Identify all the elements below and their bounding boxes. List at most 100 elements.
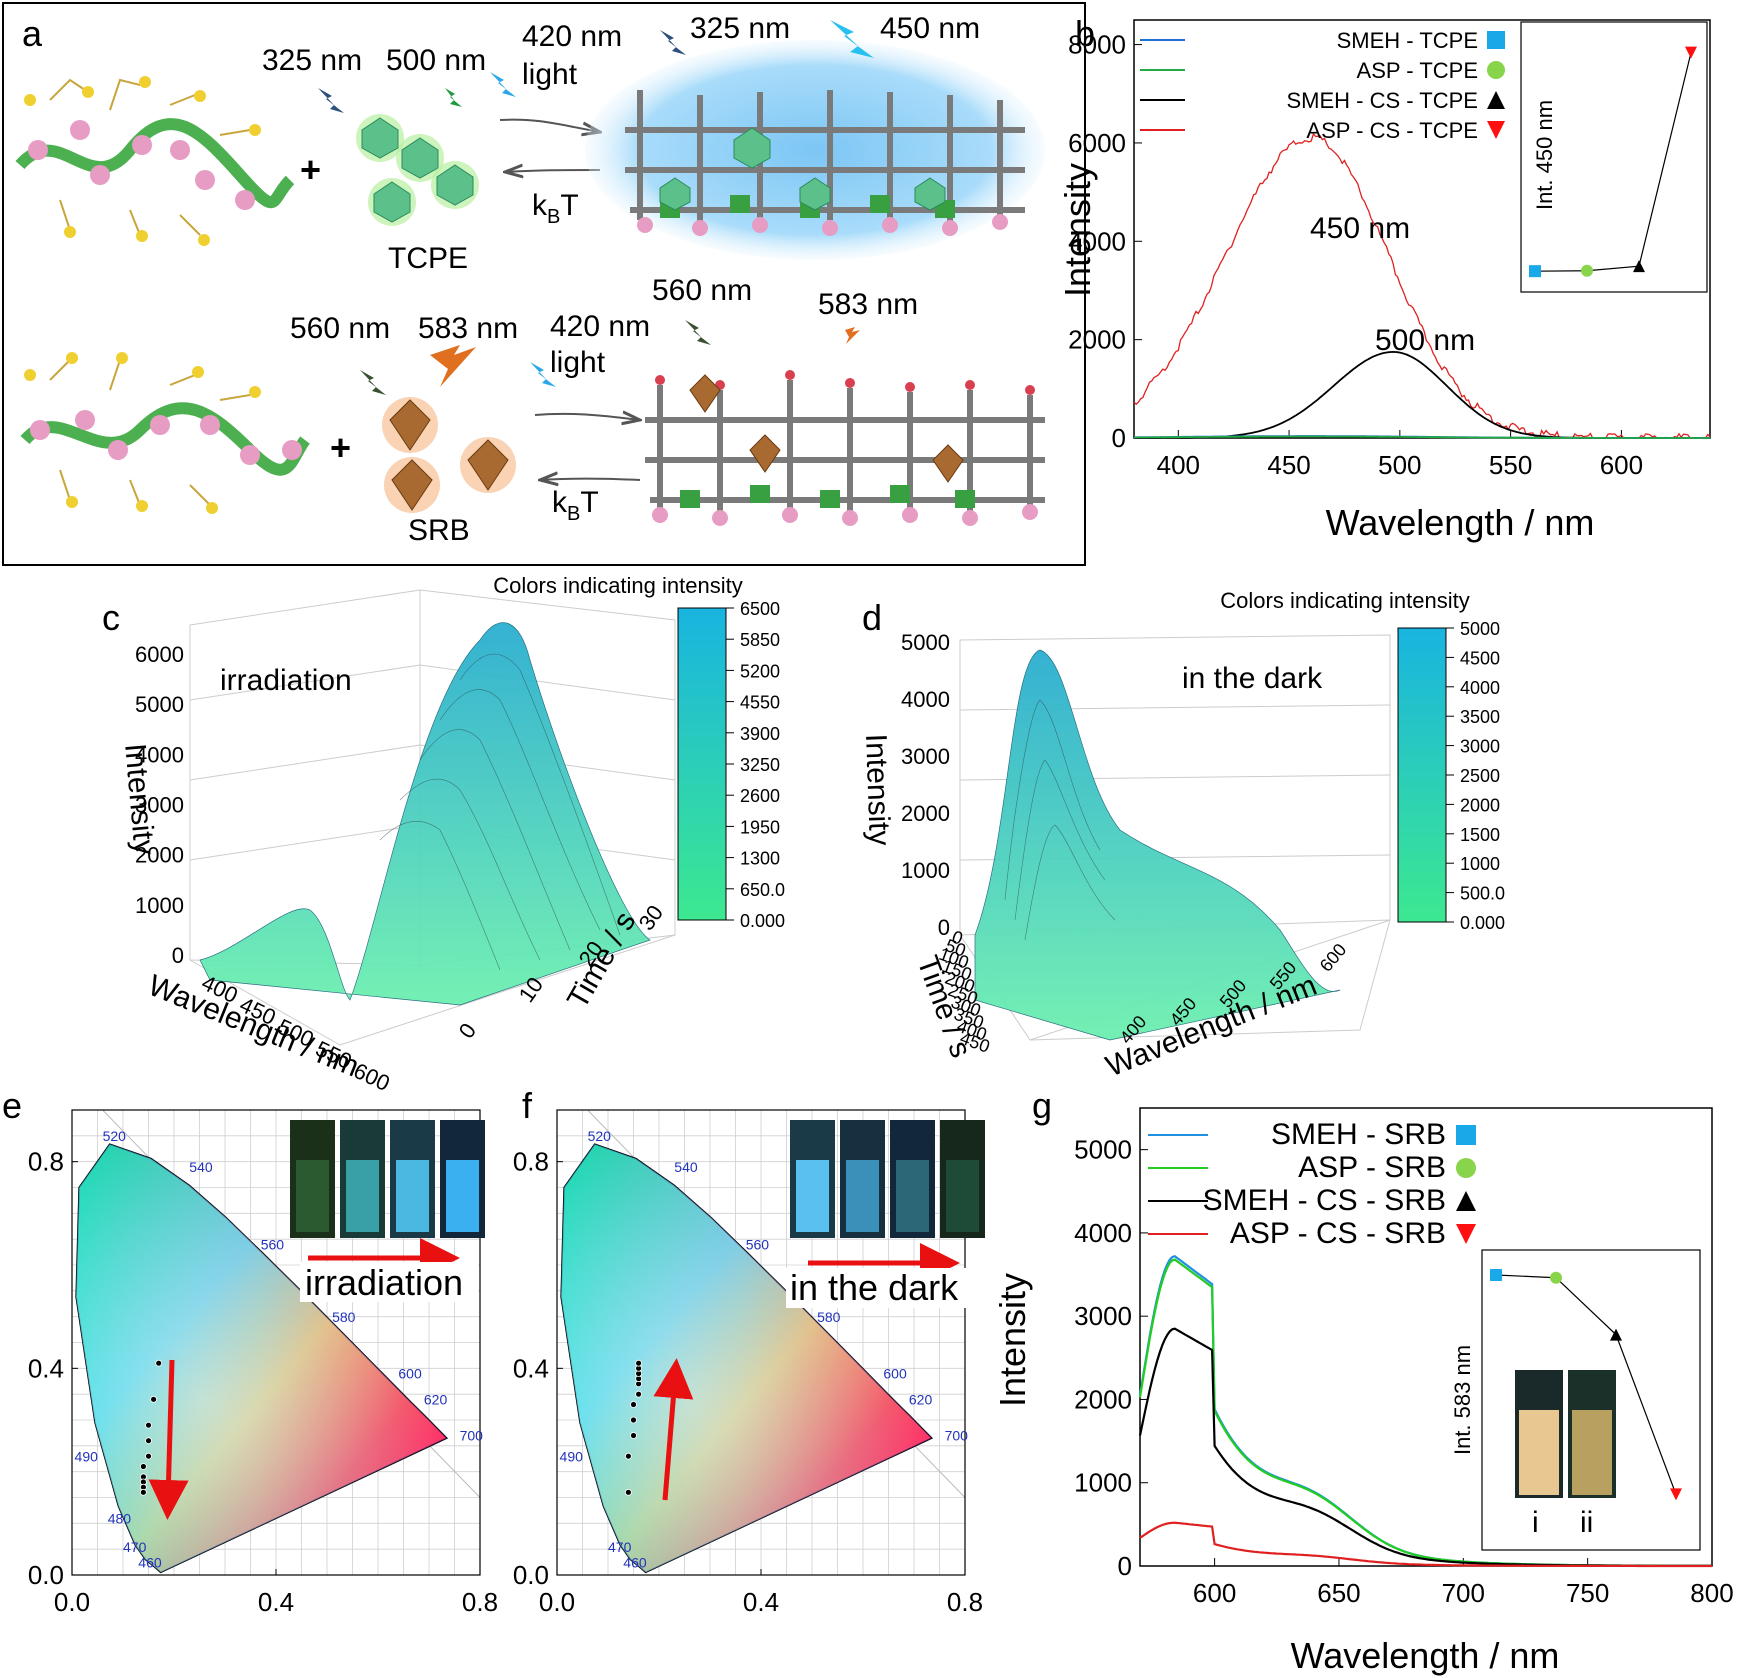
bolt-icon <box>845 327 860 344</box>
colorbar-title: Colors indicating intensity <box>1220 588 1469 613</box>
x-tick-label: 0.4 <box>743 1587 779 1617</box>
annotation-irradiation: irradiation <box>305 1262 463 1303</box>
y-tick-label: 0.4 <box>28 1353 64 1383</box>
y-axis-label: Intensity <box>1057 163 1098 297</box>
surface-mesh <box>974 649 1341 1041</box>
annotation-dark: in the dark <box>790 1267 959 1308</box>
y-tick-label: 5000 <box>1074 1135 1132 1165</box>
wavelength-label: 470 <box>608 1539 632 1555</box>
surface-mesh <box>199 622 651 1006</box>
x-tick-label: 600 <box>1193 1578 1236 1608</box>
panel-g: g Intensity Wavelength / nm 600 650 700 750… <box>992 1085 1734 1676</box>
x-tick-label: 0.8 <box>462 1587 498 1617</box>
wavelength-label: 580 <box>817 1309 841 1325</box>
cuvette-photos <box>290 1120 485 1238</box>
wavelength-label: 460 <box>623 1554 647 1570</box>
series-line <box>1133 435 1710 439</box>
wavelength-label: 560 nm <box>652 274 752 307</box>
legend-label: ASP - CS - TCPE <box>1306 118 1478 143</box>
tcpe-crystals <box>356 114 479 226</box>
panel-f-label: f <box>522 1085 533 1126</box>
x-axis-label: Wavelength / nm <box>1326 502 1595 543</box>
spectra-lines <box>1133 132 1711 440</box>
wavelength-label: 700 <box>460 1428 484 1444</box>
annotation-irradiation: irradiation <box>220 664 352 697</box>
inset-marker <box>1633 260 1645 273</box>
z-tick-label: 3000 <box>135 793 184 818</box>
x-tick-label: 600 <box>1600 450 1643 480</box>
colorbar-tick-label: 4000 <box>1460 678 1500 698</box>
legend-marker <box>1487 121 1505 139</box>
panel-c-label: c <box>102 597 120 638</box>
wavelength-label: 480 <box>108 1510 132 1526</box>
y-tick-label: 1000 <box>1074 1468 1132 1498</box>
reverse-arrow <box>505 170 601 172</box>
colorbar-tick-label: 2000 <box>1460 795 1500 815</box>
wavelength-label: 490 <box>560 1448 584 1464</box>
colorbar-tick-label: 0.000 <box>1460 913 1505 933</box>
light-label: 420 nm <box>522 20 622 53</box>
trend-arrow <box>653 1358 694 1501</box>
colorbar-tick-label: 2600 <box>740 786 780 806</box>
data-point <box>155 1359 163 1367</box>
x-tick-label: 550 <box>1489 450 1532 480</box>
annotation-dark: in the dark <box>1182 662 1323 695</box>
colorbar-tick-label: 1300 <box>740 849 780 869</box>
cuvette-photos <box>790 1120 985 1238</box>
colorbar <box>1397 627 1447 923</box>
wavelength-label: 560 nm <box>290 312 390 345</box>
legend-label: ASP - CS - SRB <box>1230 1217 1446 1250</box>
colorbar-tick-label: 5000 <box>1460 619 1500 639</box>
kbt-label: kBT <box>552 486 599 525</box>
data-point <box>625 1452 632 1460</box>
x-tick-label: 400 <box>1157 450 1200 480</box>
colorbar-tick-label: 4500 <box>1460 648 1500 668</box>
data-point <box>145 1452 152 1460</box>
panel-a-label: a <box>22 13 43 54</box>
colorbar-tick-label: 5850 <box>740 630 780 650</box>
wavelength-label: 600 <box>398 1366 422 1382</box>
z-tick-label: 4000 <box>901 687 950 712</box>
annotation-bg <box>786 1268 968 1308</box>
colorbar-title: Colors indicating intensity <box>493 573 742 598</box>
z-tick-label: 5000 <box>901 630 950 655</box>
y-tick-label: 0.8 <box>513 1147 549 1177</box>
legend-marker <box>1456 1224 1476 1244</box>
inset-marker <box>1529 265 1541 278</box>
bolt-icon <box>685 320 711 345</box>
forward-arrow <box>534 414 640 420</box>
light-label: light <box>522 58 578 91</box>
wavelength-label: 460 <box>138 1554 162 1570</box>
colorbar-tick-label: 3500 <box>1460 707 1500 727</box>
framework-bottom <box>645 370 1045 526</box>
colorbar-tick-label: 5200 <box>740 661 780 681</box>
wavelength-label: 700 <box>945 1428 969 1444</box>
y-tick-label: 4000 <box>1068 226 1126 256</box>
wavelength-label: 620 <box>424 1392 448 1408</box>
series-line <box>1139 1521 1712 1568</box>
reverse-arrow <box>540 479 641 481</box>
bolt-icon <box>830 20 874 58</box>
forward-arrow <box>499 118 600 132</box>
y-tick-label: 0.0 <box>513 1560 549 1590</box>
cie-locus-white <box>561 1144 932 1573</box>
panel-e-label: e <box>2 1085 22 1126</box>
panel-a-border <box>2 2 1086 566</box>
colorbar-tick-label: 1500 <box>1460 825 1500 845</box>
framework-top <box>585 40 1045 260</box>
data-point <box>145 1421 152 1429</box>
panel-c: c irradiation Intensity 0100020003000400… <box>102 573 785 1096</box>
inset-marker <box>1490 1269 1502 1281</box>
wavelength-label: 500 nm <box>386 44 486 77</box>
legend-label: SMEH - CS - TCPE <box>1286 88 1478 113</box>
z-tick-label: 6000 <box>135 642 184 667</box>
bolt-icon <box>530 362 556 387</box>
colorbar-tick-label: 1950 <box>740 817 780 837</box>
x-tick-label: 450 <box>1267 450 1310 480</box>
inset-marker <box>1670 1488 1682 1501</box>
inset-line <box>1534 52 1692 272</box>
peak-annotation: 450 nm <box>1310 212 1410 245</box>
y-tick-label: 3000 <box>1074 1301 1132 1331</box>
